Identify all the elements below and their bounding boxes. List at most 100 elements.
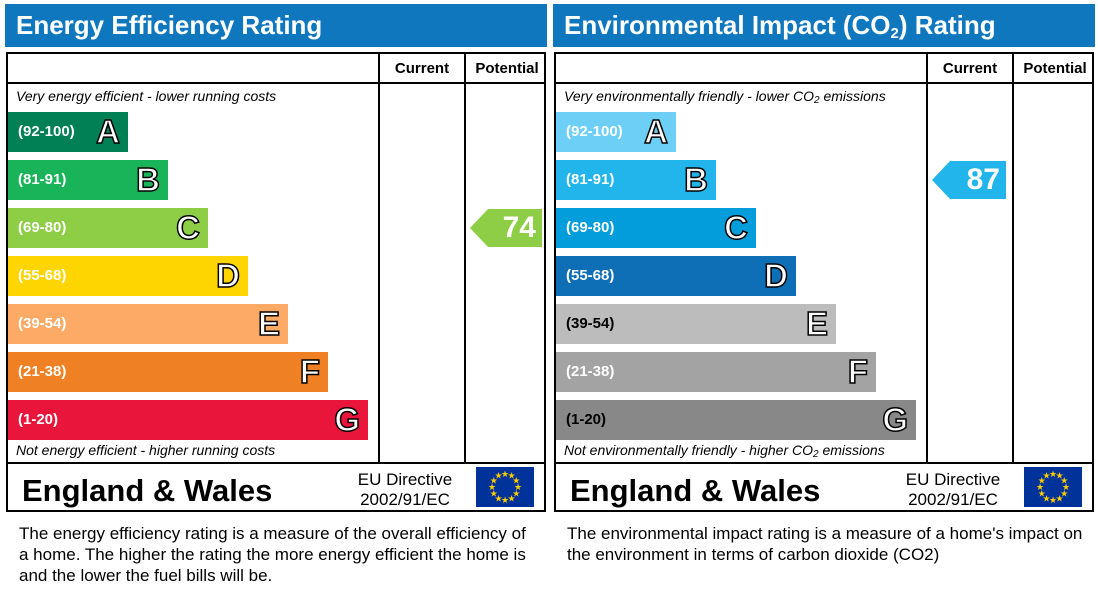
- rating-arrow-shape: [932, 161, 1006, 199]
- rating-value: 87: [966, 163, 1000, 196]
- eu-star: ★: [501, 496, 509, 506]
- band-letter: G: [882, 400, 909, 439]
- rating-arrow-shape: [470, 209, 542, 247]
- rating-band-g: (1-20) G: [8, 400, 368, 440]
- eu-directive-line: EU Directive: [357, 470, 453, 489]
- footer-divider: [556, 462, 1092, 464]
- eu-star: ★: [1049, 496, 1057, 506]
- rating-arrow-fill: [932, 161, 1006, 199]
- eu-star: ★: [1049, 470, 1057, 480]
- eu-directive-line: 2002/91/EC: [360, 490, 450, 509]
- rating-band-f: (21-38) F: [8, 352, 328, 392]
- eu-directive: EU Directive 2002/91/EC: [350, 470, 460, 510]
- eu-stars-icon: ★★★★★★★★★★★★: [1036, 470, 1070, 506]
- eu-directive: EU Directive 2002/91/EC: [898, 470, 1008, 510]
- band-letter: A: [643, 112, 668, 151]
- column-divider: [926, 54, 928, 464]
- eu-star: ★: [1060, 477, 1068, 487]
- eu-star: ★: [1055, 494, 1063, 504]
- eu-flag-icon: ★ ★ ★ ★ ★ ★ ★ ★ ★ ★ ★ ★: [476, 467, 534, 507]
- current-rating-arrow: 87: [932, 161, 1006, 199]
- eu-star: ★: [1038, 490, 1046, 500]
- eu-star: ★: [494, 472, 502, 482]
- rating-band-f: (21-38) F: [556, 352, 876, 392]
- header-divider: [556, 82, 1092, 84]
- band-range: (55-68): [566, 267, 615, 284]
- eu-star: ★: [490, 477, 498, 487]
- rating-band-d: (55-68) D: [556, 256, 796, 296]
- eu-directive-line: EU Directive: [905, 470, 1001, 489]
- top-note: Very environmentally friendly - lower CO…: [564, 88, 886, 106]
- eu-star: ★: [507, 494, 515, 504]
- bottom-note: Not energy efficient - higher running co…: [16, 442, 276, 458]
- energy-efficiency-panel: Energy Efficiency Rating Current Potentia…: [5, 0, 547, 613]
- eu-star: ★: [512, 477, 520, 487]
- rating-value: 74: [502, 211, 536, 244]
- band-range: (21-38): [18, 363, 67, 380]
- rating-band-a: (92-100) A: [8, 112, 128, 152]
- panel-description: The environmental impact rating is a mea…: [567, 524, 1083, 564]
- band-range: (81-91): [18, 171, 67, 188]
- region-label: England & Wales: [570, 473, 821, 508]
- eu-star: ★: [1036, 483, 1044, 493]
- region-label: England & Wales: [22, 473, 273, 508]
- rating-band-d: (55-68) D: [8, 256, 248, 296]
- eu-star: ★: [1042, 472, 1050, 482]
- rating-band-g: (1-20) G: [556, 400, 916, 440]
- bottom-note: Not environmentally friendly - higher CO…: [564, 442, 885, 460]
- band-range: (69-80): [566, 219, 615, 236]
- band-letter: D: [215, 256, 240, 295]
- panel-description: The energy efficiency rating is a measur…: [19, 524, 526, 585]
- eu-star: ★: [1062, 483, 1070, 493]
- rating-frame: Current Potential Very energy efficient - …: [6, 52, 546, 512]
- environmental-impact-panel: Environmental Impact (CO2) Rating Curren…: [553, 0, 1095, 613]
- band-range: (1-20): [18, 411, 59, 428]
- column-header-potential: Potential: [1023, 60, 1087, 77]
- eu-star: ★: [490, 490, 498, 500]
- column-header-current: Current: [942, 60, 998, 77]
- eu-star: ★: [507, 472, 515, 482]
- column-divider: [464, 54, 466, 464]
- footer-divider: [8, 462, 544, 464]
- band-range: (1-20): [566, 411, 607, 428]
- band-range: (69-80): [18, 219, 67, 236]
- rating-band-c: (69-80) C: [556, 208, 756, 248]
- column-header-current: Current: [394, 60, 450, 77]
- top-note: Very energy efficient - lower running co…: [16, 88, 277, 104]
- rating-band-b: (81-91) B: [8, 160, 168, 200]
- eu-star: ★: [488, 483, 496, 493]
- rating-band-a: (92-100) A: [556, 112, 676, 152]
- eu-star: ★: [512, 490, 520, 500]
- rating-arrow-fill: [470, 209, 542, 247]
- eu-star: ★: [1055, 472, 1063, 482]
- band-letter: B: [683, 160, 708, 199]
- rating-band-e: (39-54) E: [556, 304, 836, 344]
- band-range: (21-38): [566, 363, 615, 380]
- eu-star: ★: [494, 494, 502, 504]
- band-range: (92-100): [566, 123, 623, 140]
- eu-star: ★: [1060, 490, 1068, 500]
- potential-rating-arrow: 74: [470, 209, 542, 247]
- band-letter: E: [805, 304, 829, 343]
- eu-star: ★: [501, 470, 509, 480]
- eu-directive-line: 2002/91/EC: [908, 490, 998, 509]
- band-letter: D: [763, 256, 788, 295]
- band-letter: F: [299, 352, 321, 391]
- eu-star: ★: [1038, 477, 1046, 487]
- eu-flag-icon: ★ ★ ★ ★ ★ ★ ★ ★ ★ ★ ★ ★: [1024, 467, 1082, 507]
- band-range: (92-100): [18, 123, 75, 140]
- panel-title: Environmental Impact (CO2) Rating: [553, 4, 1095, 47]
- rating-band-c: (69-80) C: [8, 208, 208, 248]
- column-divider: [378, 54, 380, 464]
- band-letter: F: [847, 352, 869, 391]
- band-range: (39-54): [18, 315, 67, 332]
- eu-star: ★: [514, 483, 522, 493]
- eu-stars-icon: ★★★★★★★★★★★★: [488, 470, 522, 506]
- band-letter: G: [334, 400, 361, 439]
- column-divider: [1012, 54, 1014, 464]
- column-header-potential: Potential: [475, 60, 539, 77]
- band-letter: E: [257, 304, 281, 343]
- rating-frame: Current Potential Very environmentally fri…: [554, 52, 1094, 512]
- eu-star: ★: [1042, 494, 1050, 504]
- band-letter: B: [135, 160, 160, 199]
